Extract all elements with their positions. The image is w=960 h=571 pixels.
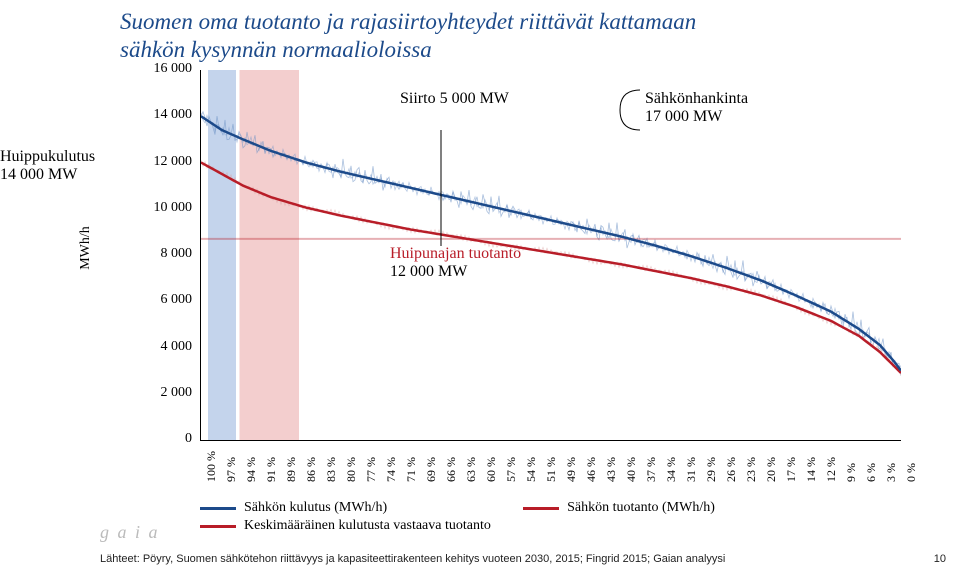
- x-tick: 20 %: [764, 457, 779, 482]
- plot-area: [200, 70, 901, 441]
- x-tick: 46 %: [584, 457, 599, 482]
- x-tick: 43 %: [604, 457, 619, 482]
- x-tick: 49 %: [564, 457, 579, 482]
- annot-siirto: Siirto 5 000 MW: [400, 90, 509, 108]
- x-tick: 6 %: [864, 463, 879, 482]
- x-tick: 94 %: [244, 457, 259, 482]
- annot-huipu-l1: Huipunajan tuotanto: [390, 245, 521, 263]
- page-title: Suomen oma tuotanto ja rajasiirtoyhteyde…: [120, 8, 696, 63]
- x-tick: 29 %: [704, 457, 719, 482]
- x-tick: 26 %: [724, 457, 739, 482]
- x-tick: 100 %: [204, 451, 219, 482]
- y-tick: 2 000: [132, 385, 192, 401]
- y-tick: 4 000: [132, 339, 192, 355]
- x-tick: 66 %: [444, 457, 459, 482]
- x-tick: 0 %: [904, 463, 919, 482]
- x-tick: 37 %: [644, 457, 659, 482]
- x-tick: 71 %: [404, 457, 419, 482]
- legend: Sähkön kulutus (MWh/h) Sähkön tuotanto (…: [200, 500, 715, 536]
- legend-label-consumption: Sähkön kulutus (MWh/h): [244, 500, 387, 516]
- x-tick: 14 %: [804, 457, 819, 482]
- legend-label-production: Sähkön tuotanto (MWh/h): [567, 500, 715, 516]
- x-tick: 9 %: [844, 463, 859, 482]
- x-tick: 23 %: [744, 457, 759, 482]
- y-axis-title: MWh/h: [78, 226, 94, 270]
- legend-swatch-production: [523, 507, 559, 510]
- y-tick: 8 000: [132, 246, 192, 262]
- y-tick: 16 000: [132, 61, 192, 77]
- footer: Lähteet: Pöyry, Suomen sähkötehon riittä…: [100, 553, 725, 565]
- x-tick: 77 %: [364, 457, 379, 482]
- legend-row-1: Sähkön kulutus (MWh/h) Sähkön tuotanto (…: [200, 500, 715, 516]
- x-tick: 69 %: [424, 457, 439, 482]
- x-tick: 3 %: [884, 463, 899, 482]
- y-tick: 6 000: [132, 292, 192, 308]
- annot-huipu: Huipunajan tuotanto 12 000 MW: [390, 245, 521, 281]
- y-tick: 12 000: [132, 154, 192, 170]
- legend-swatch-flat: [200, 525, 236, 528]
- left-annotation: Huippukulutus 14 000 MW: [0, 148, 95, 184]
- legend-row-2: Keskimääräinen kulutusta vastaava tuotan…: [200, 518, 715, 534]
- y-tick: 10 000: [132, 200, 192, 216]
- y-tick: 0: [132, 431, 192, 447]
- annot-hankinta-l1: Sähkönhankinta: [645, 90, 748, 108]
- annot-hankinta-l2: 17 000 MW: [645, 108, 748, 126]
- annot-huipu-l2: 12 000 MW: [390, 263, 521, 281]
- connector-line: [440, 130, 442, 246]
- x-tick: 89 %: [284, 457, 299, 482]
- plot-svg: [201, 70, 901, 440]
- x-tick: 74 %: [384, 457, 399, 482]
- x-tick: 80 %: [344, 457, 359, 482]
- logo: g a i a: [100, 522, 160, 543]
- x-tick: 86 %: [304, 457, 319, 482]
- title-line-1: Suomen oma tuotanto ja rajasiirtoyhteyde…: [120, 8, 696, 36]
- y-tick: 14 000: [132, 107, 192, 123]
- x-tick: 17 %: [784, 457, 799, 482]
- left-annot-l1: Huippukulutus: [0, 148, 95, 166]
- x-tick: 51 %: [544, 457, 559, 482]
- annot-hankinta: Sähkönhankinta 17 000 MW: [645, 90, 748, 126]
- x-tick: 31 %: [684, 457, 699, 482]
- x-tick: 40 %: [624, 457, 639, 482]
- x-tick: 91 %: [264, 457, 279, 482]
- legend-label-flat: Keskimääräinen kulutusta vastaava tuotan…: [244, 518, 491, 534]
- x-tick: 60 %: [484, 457, 499, 482]
- x-tick: 83 %: [324, 457, 339, 482]
- x-tick: 57 %: [504, 457, 519, 482]
- bracket-icon: [618, 88, 644, 132]
- x-tick: 97 %: [224, 457, 239, 482]
- x-tick: 63 %: [464, 457, 479, 482]
- legend-swatch-consumption: [200, 507, 236, 510]
- x-tick: 34 %: [664, 457, 679, 482]
- page-number: 10: [934, 553, 946, 565]
- title-line-2: sähkön kysynnän normaalioloissa: [120, 36, 696, 64]
- page: Suomen oma tuotanto ja rajasiirtoyhteyde…: [0, 0, 960, 571]
- x-tick: 12 %: [824, 457, 839, 482]
- left-annot-l2: 14 000 MW: [0, 166, 95, 184]
- x-tick: 54 %: [524, 457, 539, 482]
- chart: MWh/h 02 0004 0006 0008 00010 00012 0001…: [120, 70, 900, 470]
